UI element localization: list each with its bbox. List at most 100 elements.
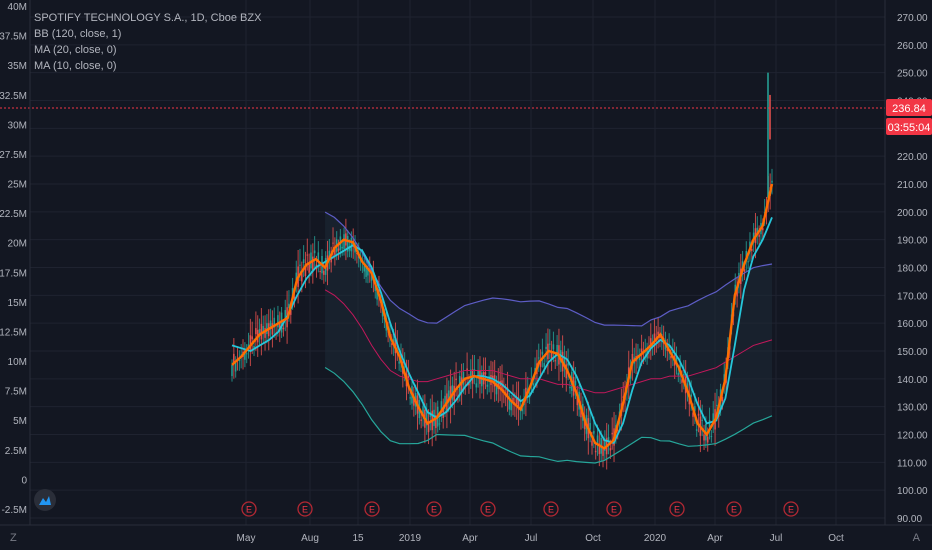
x-tick-label: Oct	[828, 533, 844, 544]
event-marker-icon[interactable]	[543, 501, 559, 517]
candle-body	[501, 380, 503, 392]
candle-body	[541, 351, 544, 355]
candle-body	[747, 261, 749, 263]
candle-body	[233, 353, 235, 363]
candle-body	[486, 384, 489, 387]
candle-body	[264, 328, 266, 338]
candle-body	[510, 401, 512, 411]
event-marker-icon[interactable]	[426, 501, 442, 517]
right-tick-label: 140.00	[897, 375, 928, 386]
candle-body	[515, 397, 518, 405]
right-tick-label: 220.00	[897, 152, 928, 163]
bollinger-band-fill	[325, 212, 772, 463]
x-tick-label: Apr	[707, 533, 723, 544]
candle-body	[310, 252, 312, 269]
candle-body	[332, 242, 334, 244]
left-tick-label: 12.5M	[0, 327, 27, 338]
candle-body	[247, 344, 250, 348]
candle-body	[255, 328, 257, 335]
price-badge-bg	[886, 99, 932, 116]
candle-body	[469, 369, 472, 379]
event-marker-icon[interactable]	[726, 501, 742, 517]
candle-body	[616, 429, 619, 431]
candle-body	[681, 379, 683, 383]
candle-body	[686, 383, 689, 390]
x-tick-label: Oct	[585, 533, 601, 544]
candle-body	[596, 435, 599, 446]
event-marker-icon[interactable]	[480, 501, 496, 517]
candle-body	[376, 290, 378, 300]
event-marker-icon[interactable]	[241, 501, 257, 517]
event-marker-icon[interactable]	[297, 501, 313, 517]
candle-body	[293, 296, 296, 300]
event-marker-icon[interactable]	[669, 501, 685, 517]
candle-body	[251, 336, 254, 340]
candle-body	[350, 237, 353, 252]
bb-legend[interactable]: BB (120, close, 1)	[34, 28, 122, 40]
candle-body	[723, 374, 726, 382]
price-badge: 236.84	[892, 103, 926, 115]
left-tick-label: 20M	[8, 239, 27, 250]
candle-body	[323, 270, 325, 275]
candle-body	[308, 264, 310, 273]
x-tick-label: Aug	[301, 533, 319, 544]
candle-body	[690, 394, 692, 397]
candle-body	[341, 246, 344, 249]
candle-body	[668, 345, 670, 348]
candle-body	[306, 254, 309, 256]
candle-body	[692, 412, 694, 417]
candle-body	[300, 272, 303, 282]
event-marker-icon[interactable]	[364, 501, 380, 517]
candle-body	[266, 323, 268, 335]
candle-body	[475, 383, 478, 388]
candle-body	[771, 180, 773, 183]
left-axis: 40M 37.5M 35M 32.5M 30M 27.5M 25M 22.5M 20M 17.5M…	[0, 0, 31, 525]
candle-body	[477, 370, 479, 376]
candle-body	[721, 397, 724, 402]
candle-body	[708, 420, 711, 428]
candle-body	[249, 335, 252, 350]
candle-body	[245, 353, 248, 355]
ma10-legend[interactable]: MA (10, close, 0)	[34, 60, 117, 72]
candle-body	[258, 329, 261, 337]
symbol-title[interactable]: SPOTIFY TECHNOLOGY S.A., 1D, Cboe BZX	[34, 12, 262, 24]
candle-body	[609, 448, 612, 451]
x-axis: May Aug 15 2019 Apr Jul Oct 2020 Apr Jul Oct	[0, 524, 932, 544]
candle-body	[602, 447, 604, 456]
zoom-toggle[interactable]: Z	[10, 532, 17, 544]
event-marker-icon[interactable]	[606, 501, 622, 517]
candle-body	[312, 256, 314, 271]
candle-body	[750, 248, 753, 251]
candle-body	[413, 397, 415, 406]
candle-body	[574, 380, 577, 386]
candle-body	[563, 356, 566, 367]
right-tick-label: 120.00	[897, 431, 928, 442]
candle-body	[657, 331, 659, 335]
candle-body	[288, 303, 290, 309]
candle-body	[468, 382, 470, 386]
candle-body	[694, 406, 696, 412]
candle-body	[337, 248, 340, 251]
ma20-legend[interactable]: MA (20, close, 0)	[34, 44, 117, 56]
auto-scale-toggle[interactable]: A	[912, 532, 920, 544]
timer-badge: 03:55:04	[888, 122, 931, 134]
candle-body	[706, 436, 709, 443]
candle-body	[398, 361, 400, 364]
candle-body	[701, 419, 704, 421]
candle-body	[675, 357, 678, 364]
x-tick-label: Jul	[770, 533, 783, 544]
candle-body	[367, 269, 369, 276]
bollinger-basis-line	[324, 289, 773, 394]
candle-body	[512, 397, 514, 402]
event-marker-label: E	[731, 505, 737, 515]
right-tick-label: 200.00	[897, 208, 928, 219]
candle-body	[710, 435, 713, 437]
candle-body	[444, 395, 446, 407]
bollinger-lower-line	[324, 366, 773, 464]
event-marker-icon[interactable]	[783, 501, 799, 517]
candle-body	[576, 396, 579, 406]
tradingview-logo-icon[interactable]	[34, 489, 56, 511]
